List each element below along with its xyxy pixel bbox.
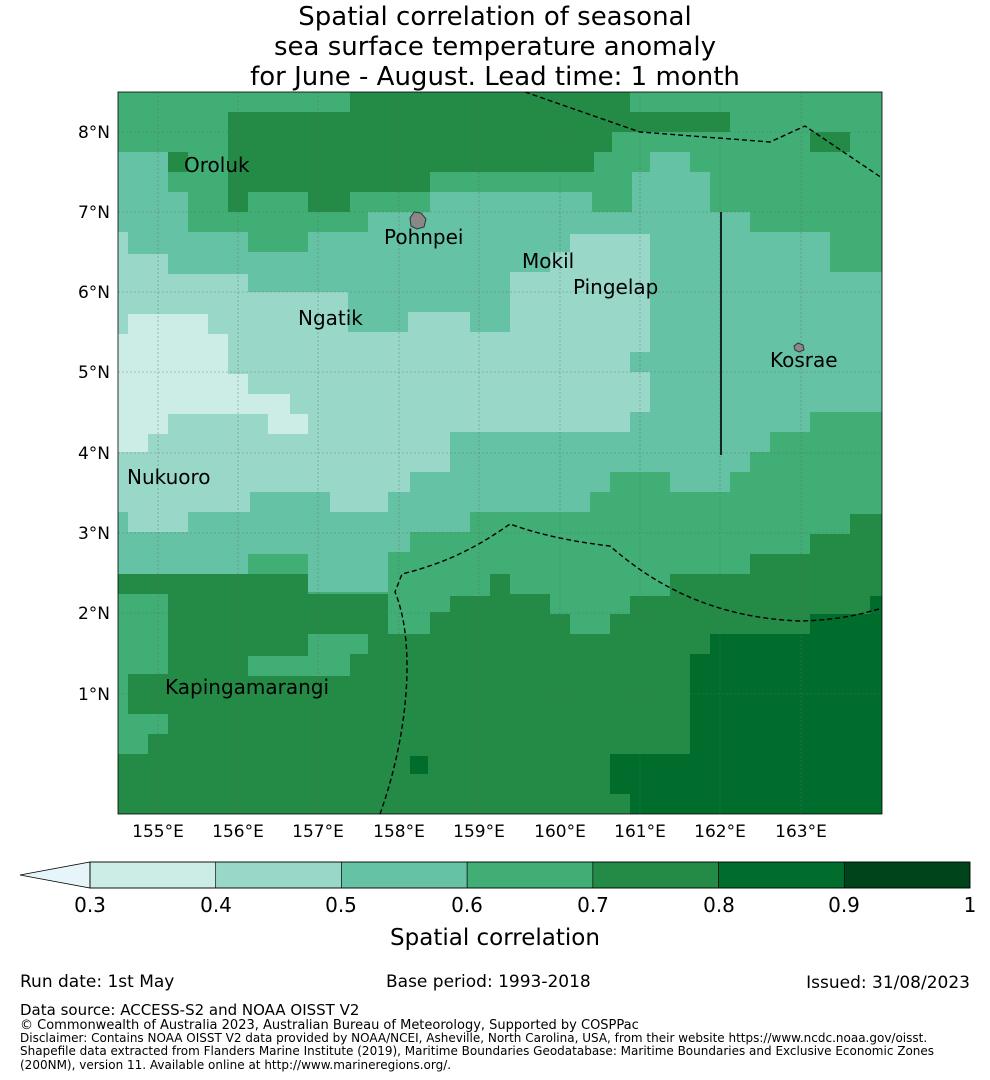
- title-line-2: sea surface temperature anomaly: [274, 32, 716, 62]
- disclaimer-line-2: Shapefile data extracted from Flanders M…: [20, 1044, 935, 1058]
- colorbar: 0.3 0.4 0.5 0.6 0.7 0.8 0.9 1 Spatial co…: [19, 861, 977, 951]
- lon-label-155e: 155°E: [132, 822, 184, 842]
- place-label-pohnpei: Pohnpei: [384, 225, 464, 249]
- run-date: Run date: 1st May: [20, 972, 175, 992]
- kosrae-island: [793, 342, 805, 353]
- colorbar-tick-5: 0.8: [703, 893, 735, 917]
- title-line-3: for June - August. Lead time: 1 month: [250, 62, 740, 92]
- colorbar-frame: [89, 861, 971, 889]
- lat-label-6n: 6°N: [78, 283, 110, 303]
- data-source: Data source: ACCESS-S2 and NOAA OISST V2: [20, 1001, 360, 1019]
- colorbar-tick-4: 0.7: [577, 893, 609, 917]
- lon-label-156e: 156°E: [212, 822, 264, 842]
- colorbar-label: Spatial correlation: [390, 925, 600, 951]
- colorbar-tick-2: 0.5: [325, 893, 357, 917]
- gridlines: [118, 92, 882, 814]
- lon-label-159e: 159°E: [453, 822, 505, 842]
- map-frame: [117, 91, 883, 815]
- colorbar-tick-1: 0.4: [200, 893, 232, 917]
- lon-label-162e: 162°E: [694, 822, 746, 842]
- eez-boundaries: [379, 92, 882, 814]
- title-line-1: Spatial correlation of seasonal: [298, 2, 692, 32]
- lat-label-2n: 2°N: [78, 604, 110, 624]
- disclaimer-line-3: (200NM), version 11. Available online at…: [20, 1058, 452, 1072]
- lat-label-1n: 1°N: [78, 685, 110, 705]
- colorbar-tick-6: 0.9: [828, 893, 860, 917]
- place-label-kosrae: Kosrae: [770, 348, 838, 372]
- place-label-pingelap: Pingelap: [573, 275, 658, 299]
- lon-label-163e: 163°E: [775, 822, 827, 842]
- colorbar-extend-arrow: [19, 861, 91, 889]
- colorbar-bin-2: [341, 861, 468, 889]
- lat-label-3n: 3°N: [78, 524, 110, 544]
- place-label-oroluk: Oroluk: [184, 153, 250, 177]
- lon-label-160e: 160°E: [534, 822, 586, 842]
- lon-label-157e: 157°E: [292, 822, 344, 842]
- colorbar-bins: [89, 861, 971, 889]
- map-title: Spatial correlation of seasonal sea surf…: [0, 2, 990, 92]
- place-label-ngatik: Ngatik: [298, 306, 363, 330]
- lat-label-5n: 5°N: [78, 363, 110, 383]
- place-label-kapingamarangi: Kapingamarangi: [165, 675, 329, 699]
- lon-label-161e: 161°E: [614, 822, 666, 842]
- colorbar-bin-5: [718, 861, 845, 889]
- colorbar-tick-7: 1: [964, 893, 977, 917]
- colorbar-bin-4: [592, 861, 719, 889]
- colorbar-tick-3: 0.6: [451, 893, 483, 917]
- colorbar-bin-6: [843, 861, 971, 889]
- colorbar-bin-3: [466, 861, 594, 889]
- lat-label-7n: 7°N: [78, 203, 110, 223]
- place-label-mokil: Mokil: [522, 249, 574, 273]
- base-period: Base period: 1993-2018: [386, 972, 591, 992]
- pohnpei-island: [409, 211, 427, 230]
- lat-label-8n: 8°N: [78, 123, 110, 143]
- colorbar-bin-0: [89, 861, 217, 889]
- disclaimer-line-1: Disclaimer: Contains NOAA OISST V2 data …: [20, 1031, 928, 1045]
- place-label-nukuoro: Nukuoro: [127, 465, 211, 489]
- issued-date: Issued: 31/08/2023: [806, 973, 970, 993]
- lat-label-4n: 4°N: [78, 444, 110, 464]
- copyright: © Commonwealth of Australia 2023, Austra…: [20, 1018, 639, 1033]
- colorbar-bin-1: [215, 861, 342, 889]
- colorbar-tick-0: 0.3: [74, 893, 106, 917]
- lon-label-158e: 158°E: [373, 822, 425, 842]
